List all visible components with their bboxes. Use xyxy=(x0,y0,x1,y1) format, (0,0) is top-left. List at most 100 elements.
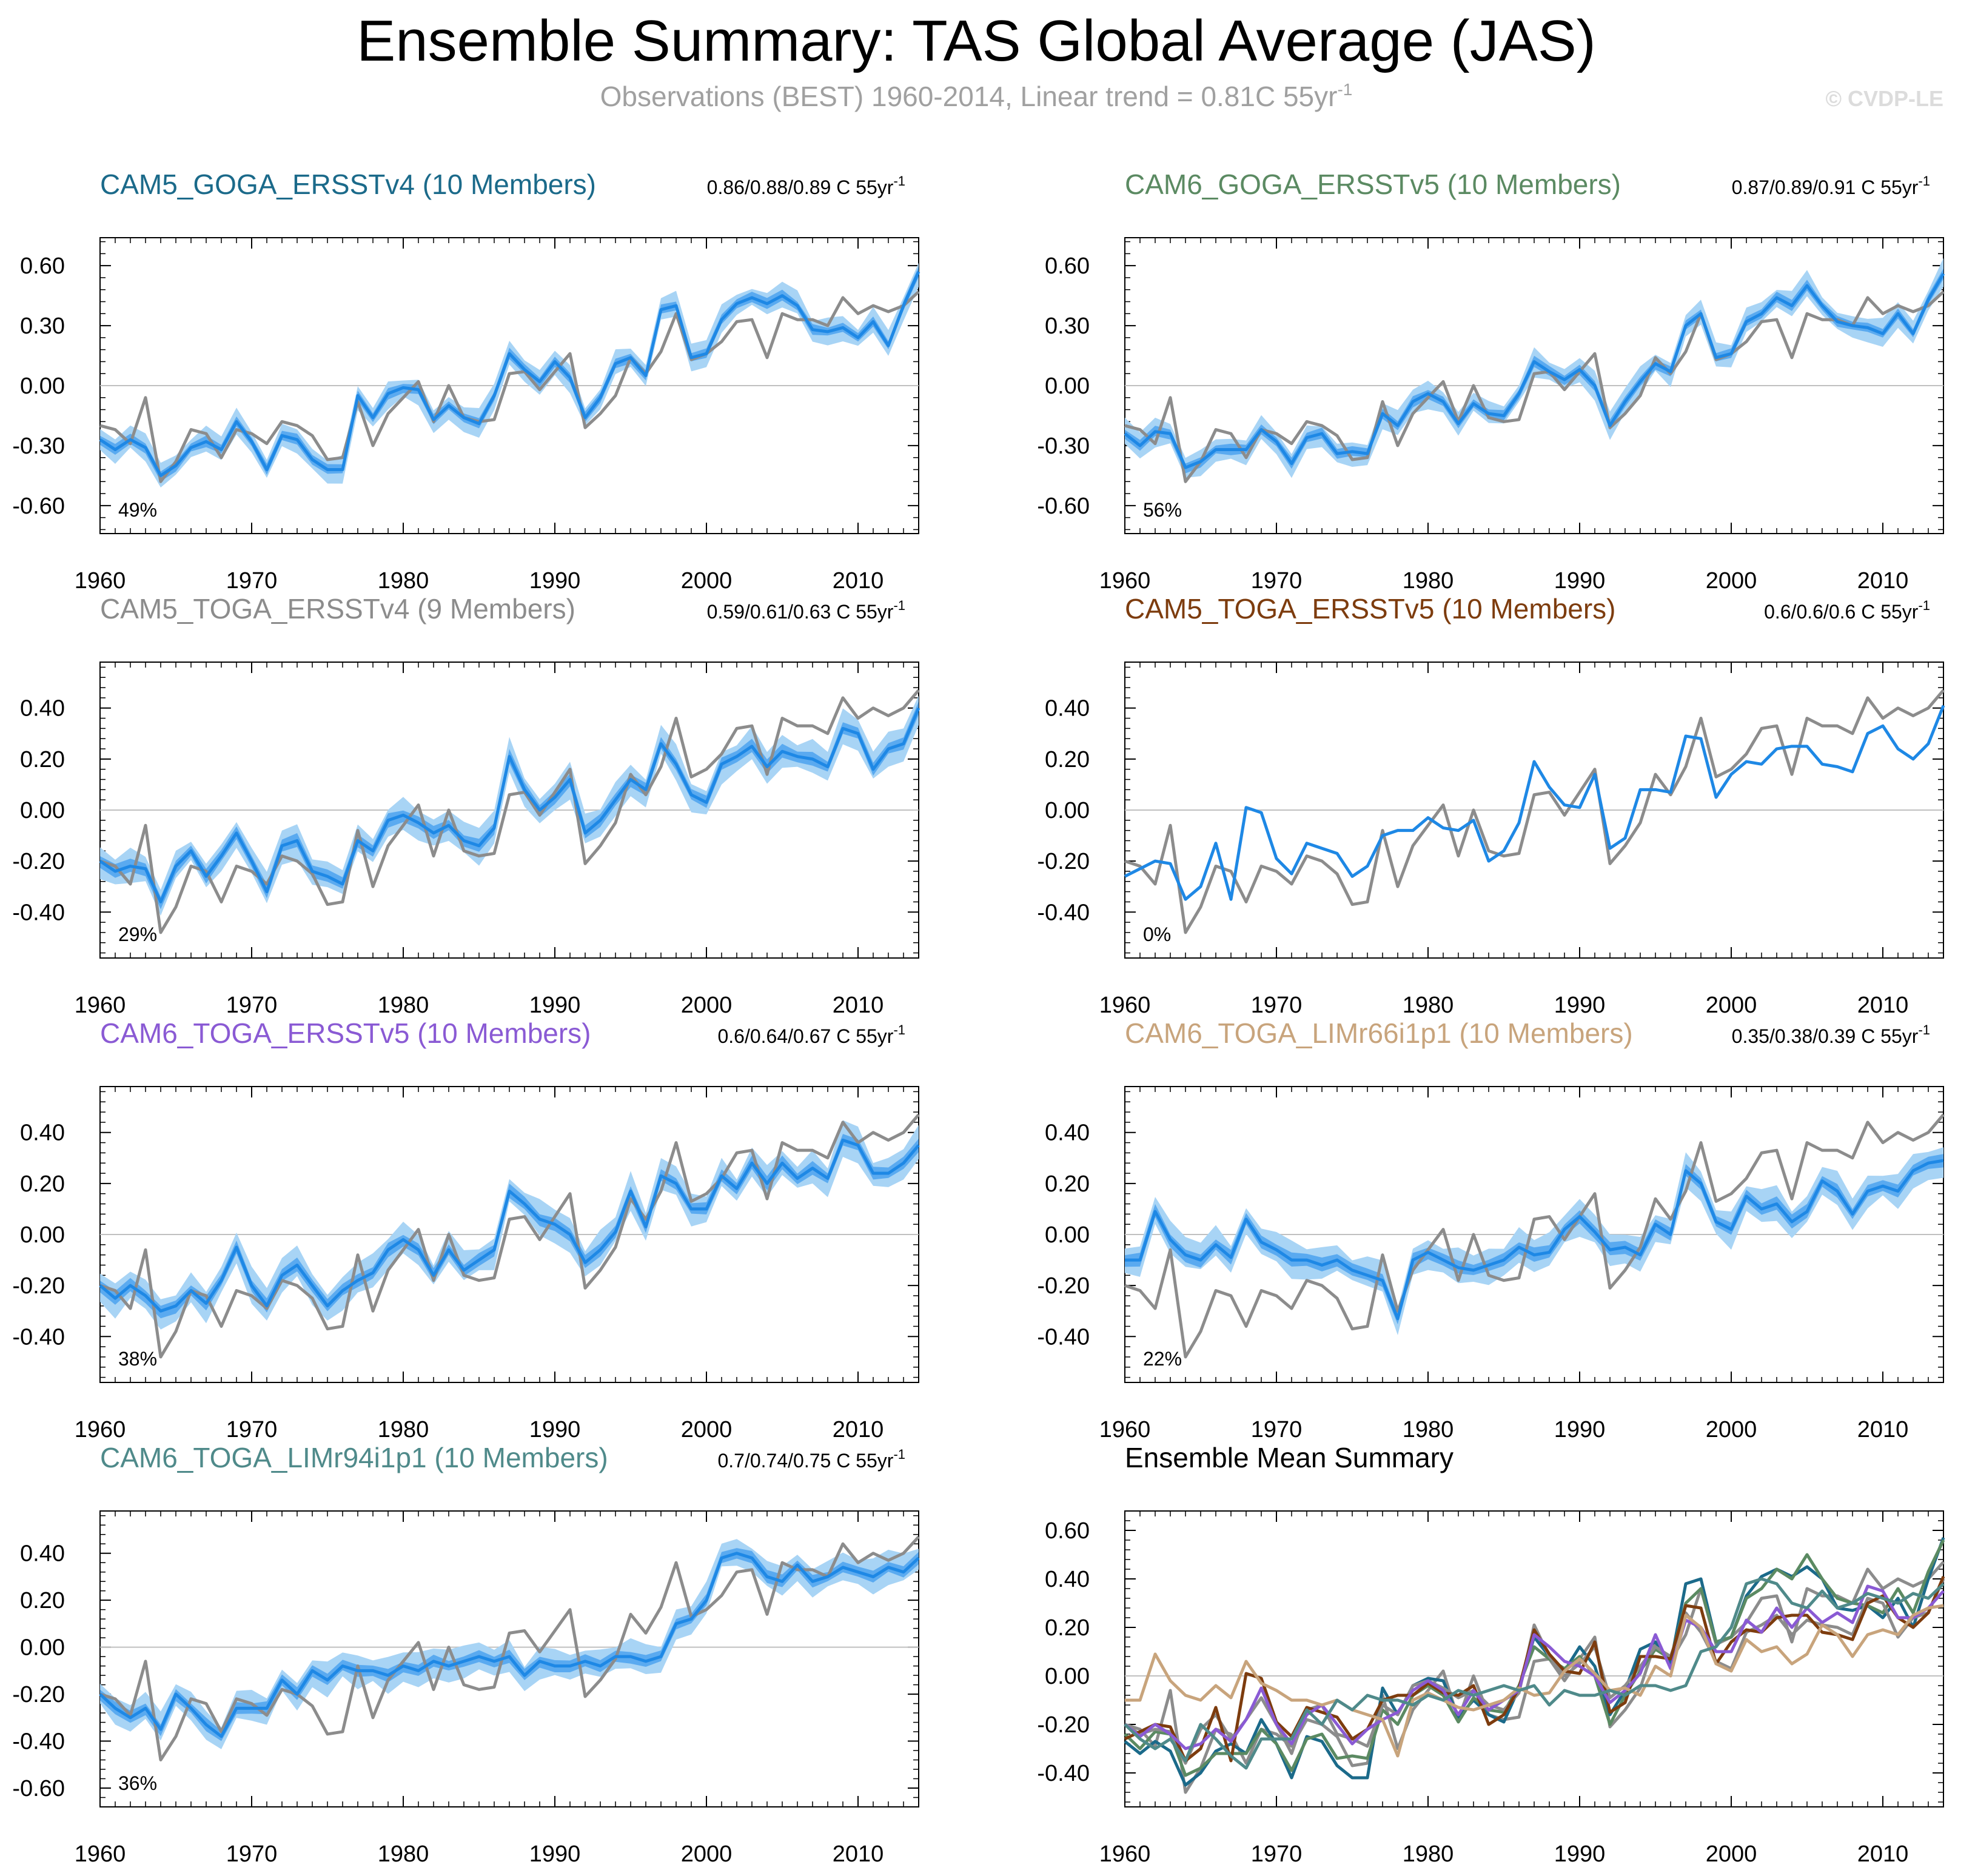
panel-title: CAM5_GOGA_ERSSTv4 (10 Members) xyxy=(100,169,596,200)
y-tick-label: -0.30 xyxy=(12,434,65,459)
y-tick-label: -0.60 xyxy=(12,1776,65,1801)
ensemble-mean-line xyxy=(99,1552,920,1738)
y-tick-label: -0.20 xyxy=(12,1682,65,1707)
panel-percent-label: 22% xyxy=(1143,1348,1182,1370)
panel-trend-superscript: -1 xyxy=(893,1022,905,1037)
y-tick-label: 0.20 xyxy=(1045,747,1090,772)
ensemble-spread-inner xyxy=(100,1548,919,1741)
panel-trend-label: 0.59/0.61/0.63 C 55yr-1 xyxy=(707,598,905,623)
x-tick-label: 1970 xyxy=(226,568,278,594)
y-tick-label: 0.00 xyxy=(20,374,65,399)
panel-trend-label: 0.87/0.89/0.91 C 55yr-1 xyxy=(1732,173,1930,198)
x-tick-label: 1990 xyxy=(529,993,581,1018)
y-tick-label: 0.00 xyxy=(1045,1222,1090,1248)
x-tick-label: 1990 xyxy=(529,1841,581,1867)
observation-line xyxy=(99,1113,920,1359)
figure-title: Ensemble Summary: TAS Global Average (JA… xyxy=(357,8,1596,73)
ensemble-spread-outer xyxy=(1125,1147,1943,1335)
y-tick-label: 0.20 xyxy=(1045,1171,1090,1197)
y-tick-label: -0.20 xyxy=(12,849,65,874)
copyright-label: © CVDP-LE xyxy=(1825,86,1943,111)
panel-cam6-toga-limr66i1p1-10-members-: -0.40 -0.20 0.00 0.20 0.40 1960 1970 1980 1990 20… xyxy=(1037,1017,1945,1442)
x-tick-label: 1980 xyxy=(1403,1841,1454,1867)
x-tick-label: 1960 xyxy=(1099,993,1151,1018)
x-tick-label: 1970 xyxy=(226,1841,278,1867)
ensemble-mean-line xyxy=(1124,705,1945,901)
x-tick-label: 1960 xyxy=(1099,568,1151,594)
y-tick-label: 0.60 xyxy=(1045,253,1090,279)
y-tick-label: 0.00 xyxy=(20,1635,65,1661)
ensemble-spread-inner xyxy=(1125,268,1943,474)
panel-trend-superscript: -1 xyxy=(893,598,905,613)
panel-trend-superscript: -1 xyxy=(1918,598,1930,613)
x-tick-label: 1980 xyxy=(378,1417,429,1442)
x-tick-label: 1960 xyxy=(1099,1417,1151,1442)
x-tick-label: 1990 xyxy=(1554,1841,1606,1867)
panel-trend-text: 0.6/0.64/0.67 C 55yr xyxy=(717,1025,893,1047)
observation-line xyxy=(99,1535,920,1762)
panel-percent-label: 38% xyxy=(118,1348,157,1370)
y-tick-label: 0.40 xyxy=(1045,696,1090,722)
panel-cam5-toga-ersstv4-9-members-: -0.40 -0.20 0.00 0.20 0.40 1960 1970 1980 1990 20… xyxy=(12,593,920,1018)
y-tick-label: 0.00 xyxy=(20,798,65,823)
x-tick-label: 1980 xyxy=(378,993,429,1018)
observation-line xyxy=(1124,689,1945,934)
x-tick-label: 2010 xyxy=(833,1417,884,1442)
y-tick-label: -0.40 xyxy=(1037,1761,1090,1786)
x-tick-label: 2000 xyxy=(681,1841,733,1867)
panel-title: CAM5_TOGA_ERSSTv4 (9 Members) xyxy=(100,593,575,625)
x-tick-label: 2000 xyxy=(681,1417,733,1442)
x-tick-label: 2000 xyxy=(1706,1841,1757,1867)
panel-cam6-toga-limr94i1p1-10-members-: -0.60 -0.40 -0.20 0.00 0.20 0.40 1960 1970 1980 1… xyxy=(12,1442,920,1867)
x-tick-label: 1960 xyxy=(75,568,126,594)
panel-trend-text: 0.6/0.6/0.6 C 55yr xyxy=(1764,601,1919,623)
y-tick-label: 0.20 xyxy=(20,747,65,772)
y-tick-label: 0.20 xyxy=(1045,1615,1090,1641)
panel-trend-label: 0.6/0.6/0.6 C 55yr-1 xyxy=(1764,598,1930,623)
panel-percent-label: 29% xyxy=(118,923,157,945)
x-tick-label: 1990 xyxy=(529,568,581,594)
y-tick-label: -0.20 xyxy=(1037,1712,1090,1738)
x-tick-label: 1980 xyxy=(1403,1417,1454,1442)
x-tick-label: 2010 xyxy=(833,568,884,594)
panel-trend-label: 0.86/0.88/0.89 C 55yr-1 xyxy=(707,173,905,198)
ensemble-mean-line xyxy=(99,707,920,903)
panel-percent-label: 36% xyxy=(118,1772,157,1794)
x-tick-label: 1970 xyxy=(1251,1841,1303,1867)
x-tick-label: 1980 xyxy=(378,1841,429,1867)
summary-line-cam6-toga-limr94i1p1-10-members- xyxy=(1124,1577,1945,1770)
y-tick-label: 0.00 xyxy=(1045,1664,1090,1689)
ensemble-spread-outer xyxy=(1125,258,1943,478)
panel-title: Ensemble Mean Summary xyxy=(1125,1442,1454,1473)
panel-trend-superscript: -1 xyxy=(1918,173,1930,189)
panel-title: CAM6_TOGA_LIMr66i1p1 (10 Members) xyxy=(1125,1017,1633,1049)
ensemble-mean-line xyxy=(1125,1159,1944,1321)
y-tick-label: -0.40 xyxy=(12,900,65,925)
y-tick-label: -0.20 xyxy=(1037,849,1090,874)
x-tick-label: 2010 xyxy=(1857,993,1909,1018)
y-tick-label: -0.60 xyxy=(1037,494,1090,519)
panel-title: CAM5_TOGA_ERSSTv5 (10 Members) xyxy=(1125,593,1616,625)
x-tick-label: 1990 xyxy=(529,1417,581,1442)
panel-trend-superscript: -1 xyxy=(893,1447,905,1462)
y-tick-label: 0.60 xyxy=(20,253,65,279)
summary-line-cam6-toga-limr66i1p1-10-members- xyxy=(1125,1604,1944,1758)
y-tick-label: 0.20 xyxy=(20,1588,65,1613)
x-tick-label: 2000 xyxy=(1706,1417,1757,1442)
x-tick-label: 2000 xyxy=(681,993,733,1018)
figure-subtitle: Observations (BEST) 1960-2014, Linear tr… xyxy=(600,80,1353,112)
x-tick-label: 1990 xyxy=(1554,1417,1606,1442)
x-tick-label: 2000 xyxy=(1706,993,1757,1018)
x-tick-label: 1980 xyxy=(1403,993,1454,1018)
y-tick-label: -0.40 xyxy=(12,1324,65,1350)
panel-cam5-goga-ersstv4-10-members-: -0.60 -0.30 0.00 0.30 0.60 1960 1970 1980 1990 20… xyxy=(12,169,920,594)
x-tick-label: 1990 xyxy=(1554,993,1606,1018)
y-tick-label: -0.40 xyxy=(1037,900,1090,925)
y-tick-label: 0.40 xyxy=(20,696,65,722)
ensemble-spread-outer xyxy=(100,1539,919,1749)
ensemble-mean-line xyxy=(99,271,920,477)
y-tick-label: -0.40 xyxy=(1037,1324,1090,1350)
ensemble-mean-line xyxy=(99,1138,920,1313)
ensemble-mean-line xyxy=(1124,273,1945,469)
